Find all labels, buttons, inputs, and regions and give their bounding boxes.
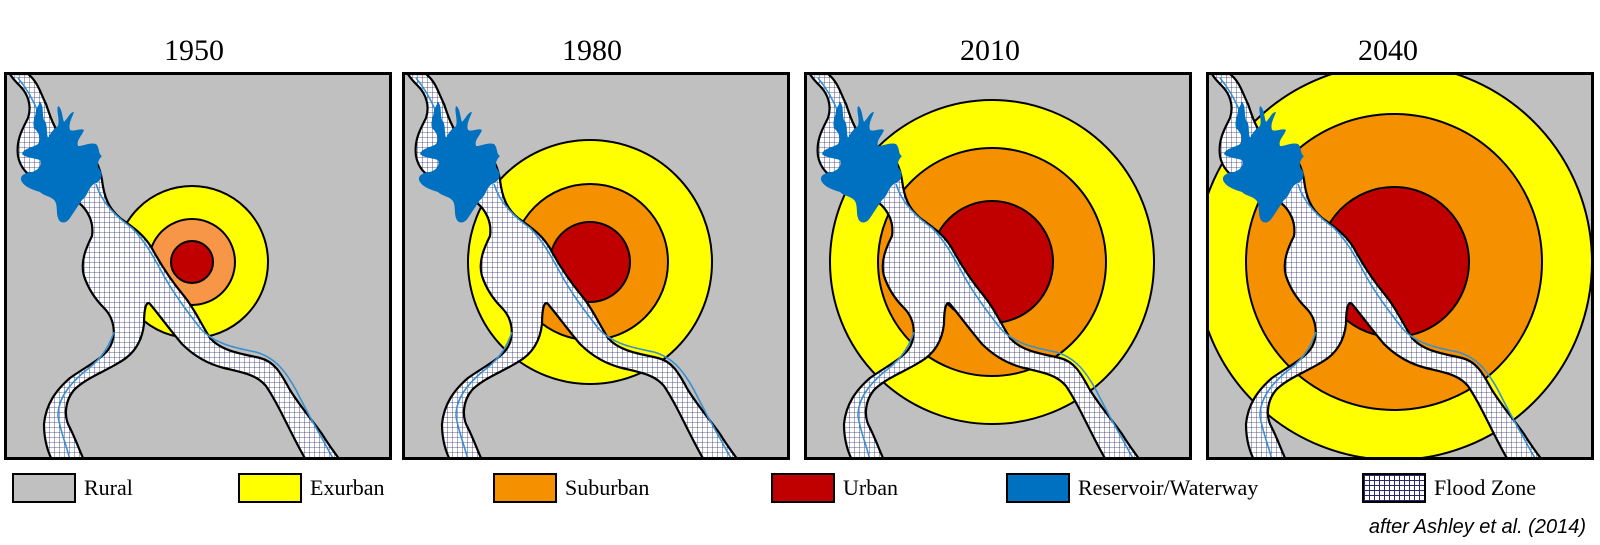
legend-rural: Rural bbox=[12, 471, 133, 505]
legend-urban: Urban bbox=[771, 471, 898, 505]
legend-swatch-rural bbox=[12, 473, 76, 503]
legend-swatch-water bbox=[1006, 473, 1070, 503]
panel-title-2040: 2040 bbox=[1358, 34, 1418, 67]
reservoir bbox=[820, 102, 902, 223]
reservoir bbox=[1222, 102, 1304, 223]
legend-swatch-flood-zone bbox=[1362, 473, 1426, 503]
legend-label-suburban: Suburban bbox=[565, 475, 650, 500]
map-1950 bbox=[4, 72, 392, 460]
reservoir bbox=[20, 102, 103, 223]
map-2040 bbox=[1206, 72, 1594, 460]
map-1980 bbox=[402, 72, 790, 460]
legend-label-urban: Urban bbox=[843, 475, 898, 500]
panel-frame bbox=[1206, 72, 1594, 460]
map-panel-2040 bbox=[1206, 72, 1594, 460]
legend-swatch-suburban bbox=[493, 473, 557, 503]
map-panel-1980 bbox=[402, 72, 790, 460]
legend-label-reservoir-waterway: Reservoir/Waterway bbox=[1078, 475, 1259, 500]
legend-label-flood-zone: Flood Zone bbox=[1434, 475, 1537, 500]
panel-frame bbox=[804, 72, 1192, 460]
legend-swatch-exurban bbox=[238, 473, 302, 503]
panel-frame bbox=[4, 72, 392, 460]
panel-title-1950: 1950 bbox=[164, 34, 224, 67]
legend-exurban: Exurban bbox=[238, 471, 385, 505]
legend-label-exurban: Exurban bbox=[310, 475, 385, 500]
legend-swatch-urban bbox=[771, 473, 835, 503]
legend-suburban: Suburban bbox=[493, 471, 649, 505]
panel-title-2010: 2010 bbox=[960, 34, 1020, 67]
panel-frame bbox=[402, 72, 790, 460]
map-panel-1950 bbox=[4, 72, 392, 460]
panel-title-1980: 1980 bbox=[562, 34, 622, 67]
map-panel-2010 bbox=[804, 72, 1192, 460]
legend-label-rural: Rural bbox=[84, 475, 133, 500]
attribution-credit: after Ashley et al. (2014) bbox=[1368, 516, 1586, 538]
urban-ring bbox=[170, 240, 214, 284]
map-2010 bbox=[804, 72, 1192, 460]
legend-reservoir-waterway: Reservoir/Waterway bbox=[1006, 471, 1258, 505]
reservoir bbox=[418, 102, 500, 223]
legend-flood-zone: Flood Zone bbox=[1362, 471, 1536, 505]
